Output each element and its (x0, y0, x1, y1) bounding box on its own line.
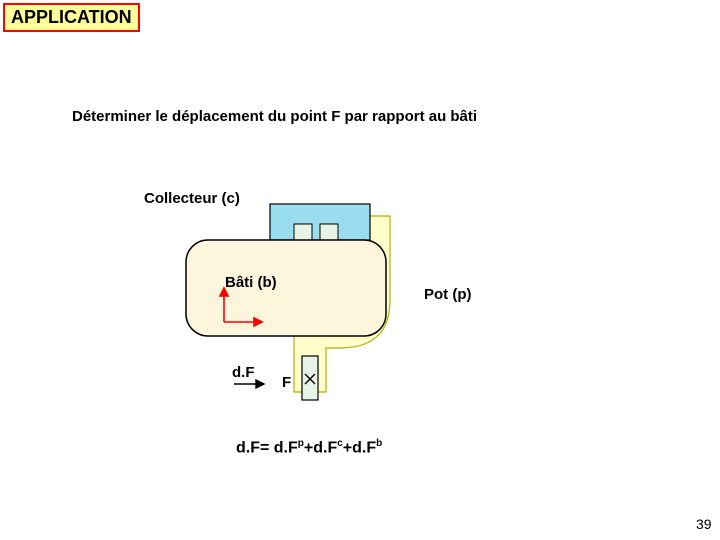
collector-inner-2 (320, 224, 338, 240)
bati-box (186, 240, 386, 336)
bati-label: Bâti (b) (225, 274, 277, 291)
F-label: F (282, 374, 291, 391)
formula-mid2: +d.F (343, 439, 376, 456)
formula-sup3: b (376, 438, 382, 449)
formula-lhs: d.F= d.F (236, 439, 298, 456)
dF-arrow (234, 380, 264, 388)
dF-label: d.F (232, 364, 255, 381)
slide-canvas: APPLICATION Déterminer le déplacement du… (0, 0, 720, 540)
diagram-svg (0, 0, 720, 540)
formula-mid1: +d.F (304, 439, 337, 456)
collector-inner-1 (294, 224, 312, 240)
page-number: 39 (696, 516, 712, 532)
pot-label: Pot (p) (424, 286, 471, 303)
formula: d.F= d.Fp+d.Fc+d.Fb (236, 438, 382, 457)
collector-label: Collecteur (c) (144, 190, 240, 207)
pot-column (302, 356, 318, 400)
